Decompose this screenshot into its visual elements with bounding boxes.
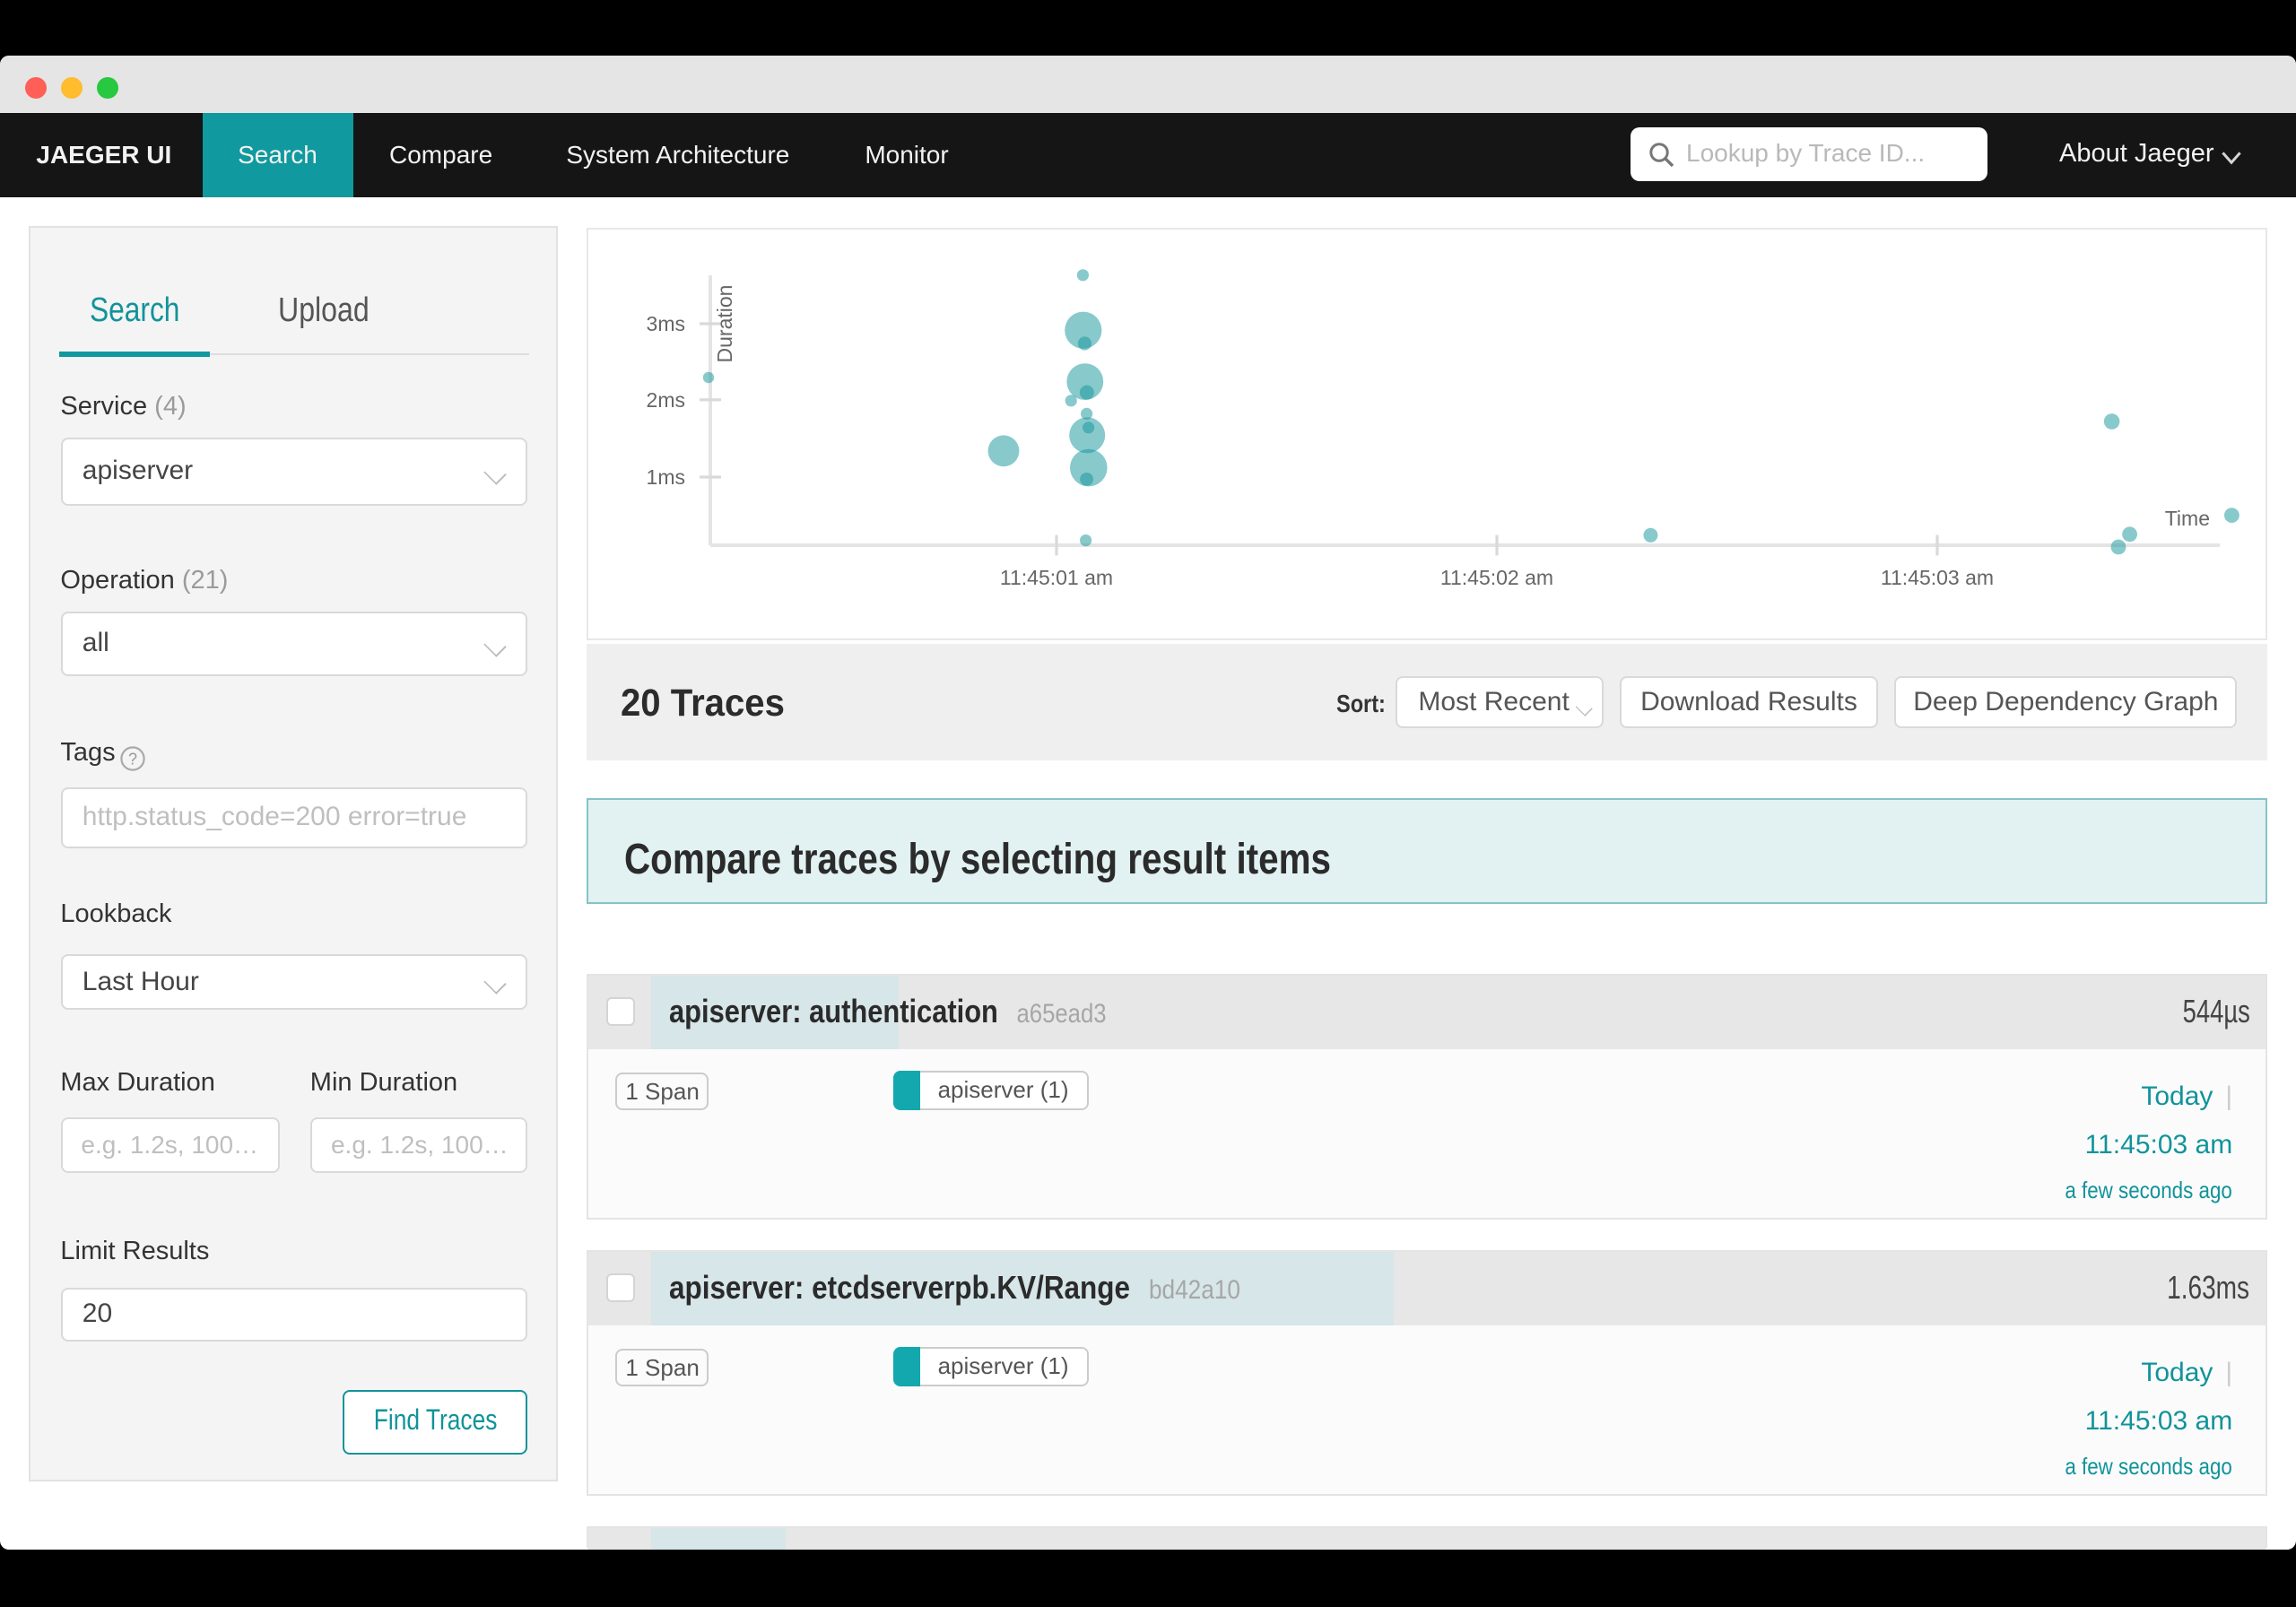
svg-text:1ms: 1ms xyxy=(647,466,685,490)
svg-text:11:45:01 am: 11:45:01 am xyxy=(1000,567,1113,590)
svg-text:11:45:02 am: 11:45:02 am xyxy=(1440,567,1553,590)
svg-text:Time: Time xyxy=(2165,508,2210,531)
svg-text:3ms: 3ms xyxy=(647,313,685,336)
svg-text:Duration: Duration xyxy=(713,286,736,364)
svg-text:?: ? xyxy=(128,751,137,769)
svg-text:11:45:03 am: 11:45:03 am xyxy=(1881,567,1994,590)
svg-text:2ms: 2ms xyxy=(647,389,685,413)
